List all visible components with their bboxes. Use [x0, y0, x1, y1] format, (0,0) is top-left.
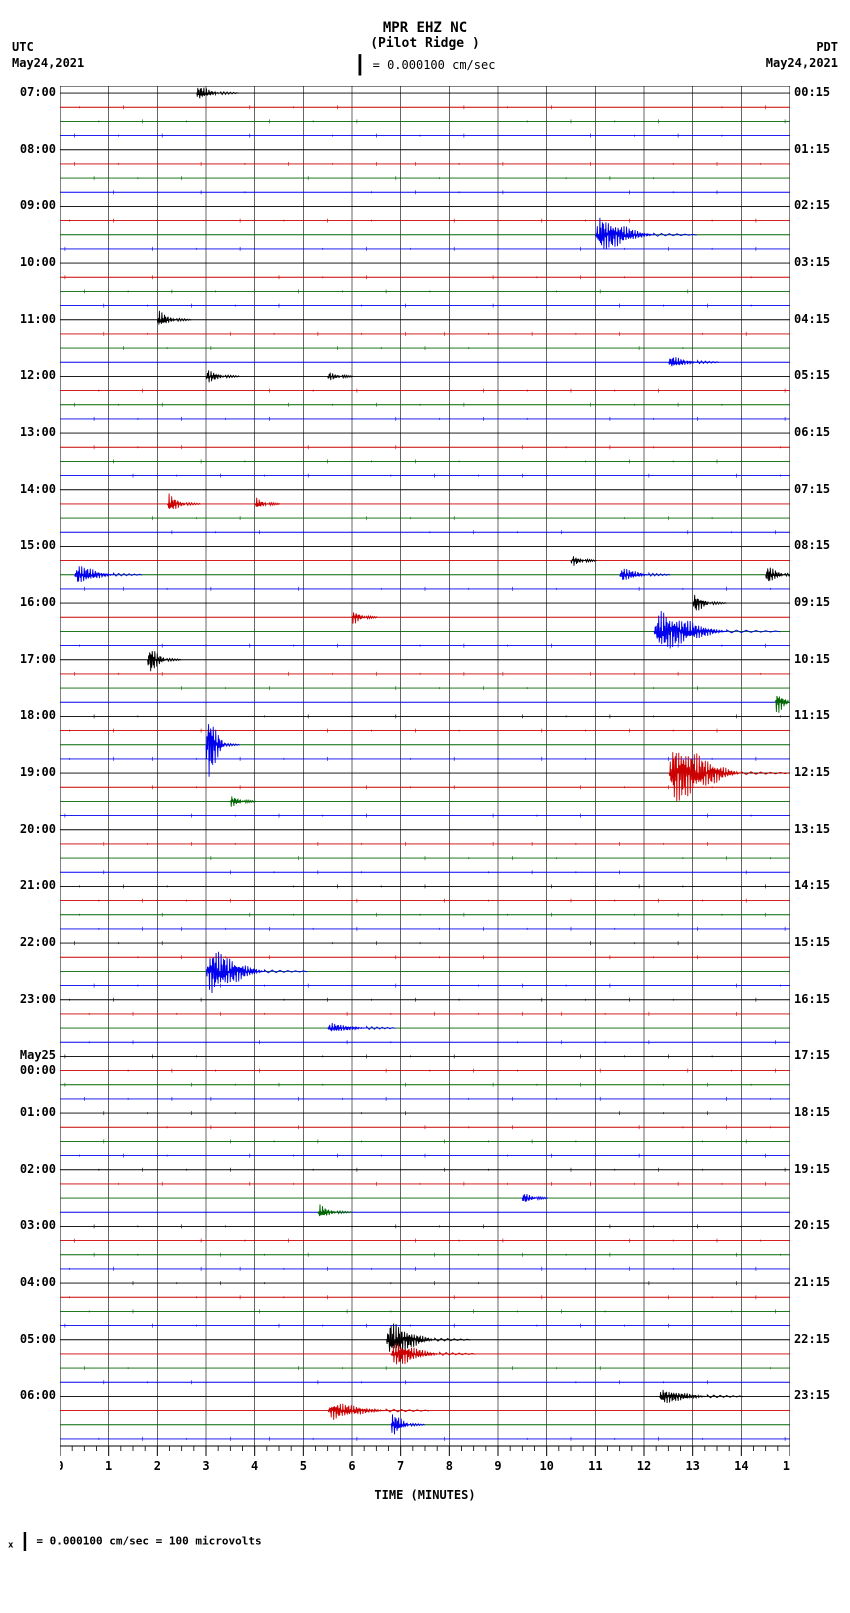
pdt-hour-label: 15:15: [794, 935, 830, 949]
utc-hour-label: 12:00: [20, 368, 56, 382]
svg-text:5: 5: [300, 1459, 307, 1473]
utc-hour-label: 19:00: [20, 765, 56, 779]
pdt-hour-label: 14:15: [794, 878, 830, 892]
utc-hour-label: 22:00: [20, 935, 56, 949]
utc-hour-label: 17:00: [20, 652, 56, 666]
pdt-hour-label: 02:15: [794, 198, 830, 212]
pdt-hour-label: 00:15: [794, 85, 830, 99]
svg-text:15: 15: [783, 1459, 790, 1473]
utc-hour-label: 09:00: [20, 198, 56, 212]
utc-hour-label: 07:00: [20, 85, 56, 99]
tz-left-label: UTC: [12, 40, 84, 56]
utc-hour-label: 11:00: [20, 312, 56, 326]
pdt-hour-label: 10:15: [794, 652, 830, 666]
pdt-hour-label: 13:15: [794, 822, 830, 836]
utc-hour-label: 10:00: [20, 255, 56, 269]
utc-hour-label: 21:00: [20, 878, 56, 892]
pdt-time-labels: 00:15 01:15 02:15 03:15 04:15 05:15 06:15 07:15…: [794, 86, 848, 1446]
utc-hour-label: 01:00: [20, 1105, 56, 1119]
pdt-hour-label: 18:15: [794, 1105, 830, 1119]
pdt-hour-label: 16:15: [794, 992, 830, 1006]
pdt-hour-label: 08:15: [794, 538, 830, 552]
utc-hour-label: 16:00: [20, 595, 56, 609]
pdt-hour-label: 11:15: [794, 708, 830, 722]
tz-right-date: May24,2021: [766, 56, 838, 72]
utc-hour-label: 18:00: [20, 708, 56, 722]
tz-left-block: UTC May24,2021: [12, 40, 84, 71]
utc-hour-label: 23:00: [20, 992, 56, 1006]
utc-hour-label: 02:00: [20, 1162, 56, 1176]
svg-text:13: 13: [685, 1459, 699, 1473]
pdt-hour-label: 05:15: [794, 368, 830, 382]
pdt-hour-label: 22:15: [794, 1332, 830, 1346]
pdt-hour-label: 21:15: [794, 1275, 830, 1289]
utc-hour-label: 05:00: [20, 1332, 56, 1346]
pdt-hour-label: 12:15: [794, 765, 830, 779]
svg-text:12: 12: [637, 1459, 651, 1473]
svg-text:11: 11: [588, 1459, 602, 1473]
scale-indicator: ┃ = 0.000100 cm/sec: [0, 55, 850, 76]
station-code: MPR EHZ NC: [0, 20, 850, 36]
pdt-hour-label: 06:15: [794, 425, 830, 439]
utc-hour-label: 04:00: [20, 1275, 56, 1289]
svg-text:6: 6: [348, 1459, 355, 1473]
tz-left-date: May24,2021: [12, 56, 84, 72]
seismogram-container: UTC May24,2021 PDT May24,2021 MPR EHZ NC…: [0, 0, 850, 1551]
pdt-hour-label: 03:15: [794, 255, 830, 269]
footer-scale: x ┃ = 0.000100 cm/sec = 100 microvolts: [8, 1532, 850, 1551]
plot-header: MPR EHZ NC (Pilot Ridge ) ┃ = 0.000100 c…: [0, 0, 850, 76]
svg-text:0: 0: [60, 1459, 64, 1473]
pdt-hour-label: 01:15: [794, 142, 830, 156]
utc-hour-label: May25: [20, 1048, 56, 1062]
pdt-hour-label: 20:15: [794, 1218, 830, 1232]
utc-hour-label: 14:00: [20, 482, 56, 496]
svg-text:3: 3: [202, 1459, 209, 1473]
pdt-hour-label: 19:15: [794, 1162, 830, 1176]
utc-hour-label: 08:00: [20, 142, 56, 156]
station-location: (Pilot Ridge ): [0, 36, 850, 51]
svg-text:7: 7: [397, 1459, 404, 1473]
plot-area: 07:0008:0009:0010:0011:0012:0013:0014:00…: [60, 86, 790, 1502]
svg-text:2: 2: [154, 1459, 161, 1473]
tz-right-label: PDT: [766, 40, 838, 56]
seismogram-svg: 0123456789101112131415: [60, 86, 790, 1486]
utc-hour-label: 20:00: [20, 822, 56, 836]
pdt-hour-label: 07:15: [794, 482, 830, 496]
utc-hour-label: 03:00: [20, 1218, 56, 1232]
pdt-hour-label: 17:15: [794, 1048, 830, 1062]
svg-text:9: 9: [494, 1459, 501, 1473]
utc-time-labels: 07:00 08:00 09:00 10:00 11:00 12:00 13:00 14:00…: [2, 86, 56, 1446]
svg-text:4: 4: [251, 1459, 258, 1473]
pdt-hour-label: 04:15: [794, 312, 830, 326]
utc-hour-label: 13:00: [20, 425, 56, 439]
utc-hour-label: 06:00: [20, 1388, 56, 1402]
utc-hour-label: 00:00: [20, 1063, 56, 1077]
tz-right-block: PDT May24,2021: [766, 40, 838, 71]
svg-text:1: 1: [105, 1459, 112, 1473]
svg-text:10: 10: [539, 1459, 553, 1473]
utc-hour-label: 15:00: [20, 538, 56, 552]
svg-text:14: 14: [734, 1459, 748, 1473]
svg-text:8: 8: [446, 1459, 453, 1473]
pdt-hour-label: 09:15: [794, 595, 830, 609]
xaxis-title: TIME (MINUTES): [60, 1488, 790, 1502]
pdt-hour-label: 23:15: [794, 1388, 830, 1402]
